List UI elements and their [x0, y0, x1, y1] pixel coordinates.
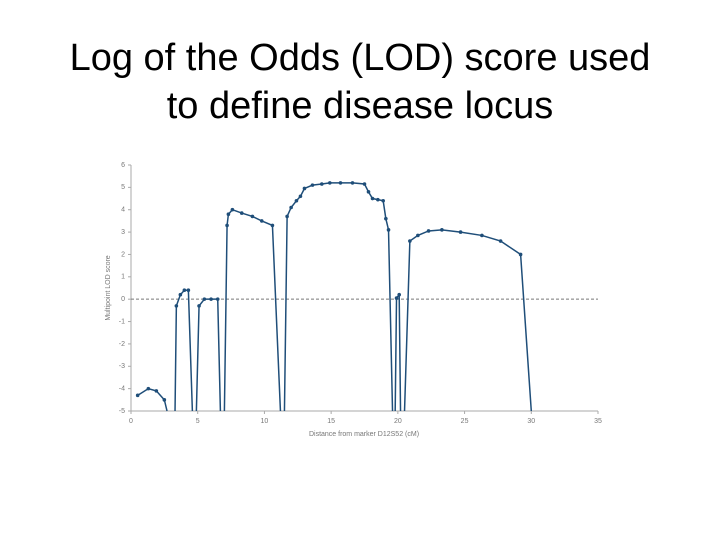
y-tick-label: -1 [119, 318, 125, 325]
point [239, 211, 244, 215]
x-tick-label: 5 [196, 418, 200, 425]
line [137, 182, 533, 412]
y-tick-label: 5 [121, 184, 125, 191]
x-tick-label: 0 [129, 418, 133, 425]
point [154, 389, 159, 393]
point [320, 182, 324, 186]
y-tick-label: 1 [121, 274, 125, 281]
point [270, 223, 275, 228]
point [182, 288, 187, 293]
y-tick-label: 6 [121, 162, 125, 169]
point [135, 393, 140, 398]
x-tick-label: 20 [394, 418, 402, 425]
y-tick-label: 4 [121, 207, 125, 214]
point [302, 186, 307, 191]
point [259, 219, 264, 223]
point [394, 296, 399, 300]
y-tick-label: -2 [119, 341, 125, 348]
point [146, 386, 151, 391]
point [426, 229, 431, 233]
point [226, 212, 231, 216]
point [197, 304, 201, 308]
point [518, 252, 523, 257]
point [230, 207, 235, 212]
point [384, 216, 388, 221]
point [174, 304, 179, 308]
y-tick-label: -4 [119, 385, 125, 392]
y-tick-label: -3 [119, 363, 125, 370]
x-tick-label: 30 [527, 418, 535, 425]
point [498, 239, 503, 243]
point [225, 223, 229, 228]
y-tick-label: 3 [121, 229, 125, 236]
point [289, 205, 293, 210]
point [162, 398, 167, 402]
point [480, 233, 484, 238]
point [366, 190, 371, 194]
point [298, 194, 303, 199]
x-tick-label: 25 [461, 418, 469, 425]
point [186, 288, 191, 293]
point [328, 181, 332, 185]
point [215, 297, 220, 301]
point [350, 181, 355, 185]
point [386, 228, 391, 232]
point [310, 183, 315, 187]
point [178, 292, 183, 297]
slide-title: Log of the Odds (LOD) score used to defi… [69, 37, 651, 127]
point [458, 230, 463, 234]
y-tick-label: 2 [121, 251, 125, 258]
point [209, 297, 213, 301]
point [202, 297, 207, 301]
point [397, 292, 401, 297]
point [416, 233, 420, 238]
point [376, 197, 380, 202]
point [370, 196, 375, 201]
x-axis-label: Distance from marker D12S52 (cM) [309, 431, 419, 438]
point [294, 198, 299, 203]
x-tick-label: 15 [327, 418, 335, 425]
point [381, 198, 385, 203]
point [338, 181, 343, 185]
y-tick-label: -5 [119, 408, 125, 415]
y-axis-label: Multipoint LOD score [105, 255, 112, 320]
x-tick-label: 10 [261, 418, 269, 425]
point [285, 214, 289, 219]
point [408, 239, 412, 243]
point [440, 228, 444, 232]
point [362, 182, 367, 186]
point [250, 214, 255, 219]
x-tick-label: 35 [594, 418, 602, 425]
y-tick-label: 0 [121, 296, 125, 303]
